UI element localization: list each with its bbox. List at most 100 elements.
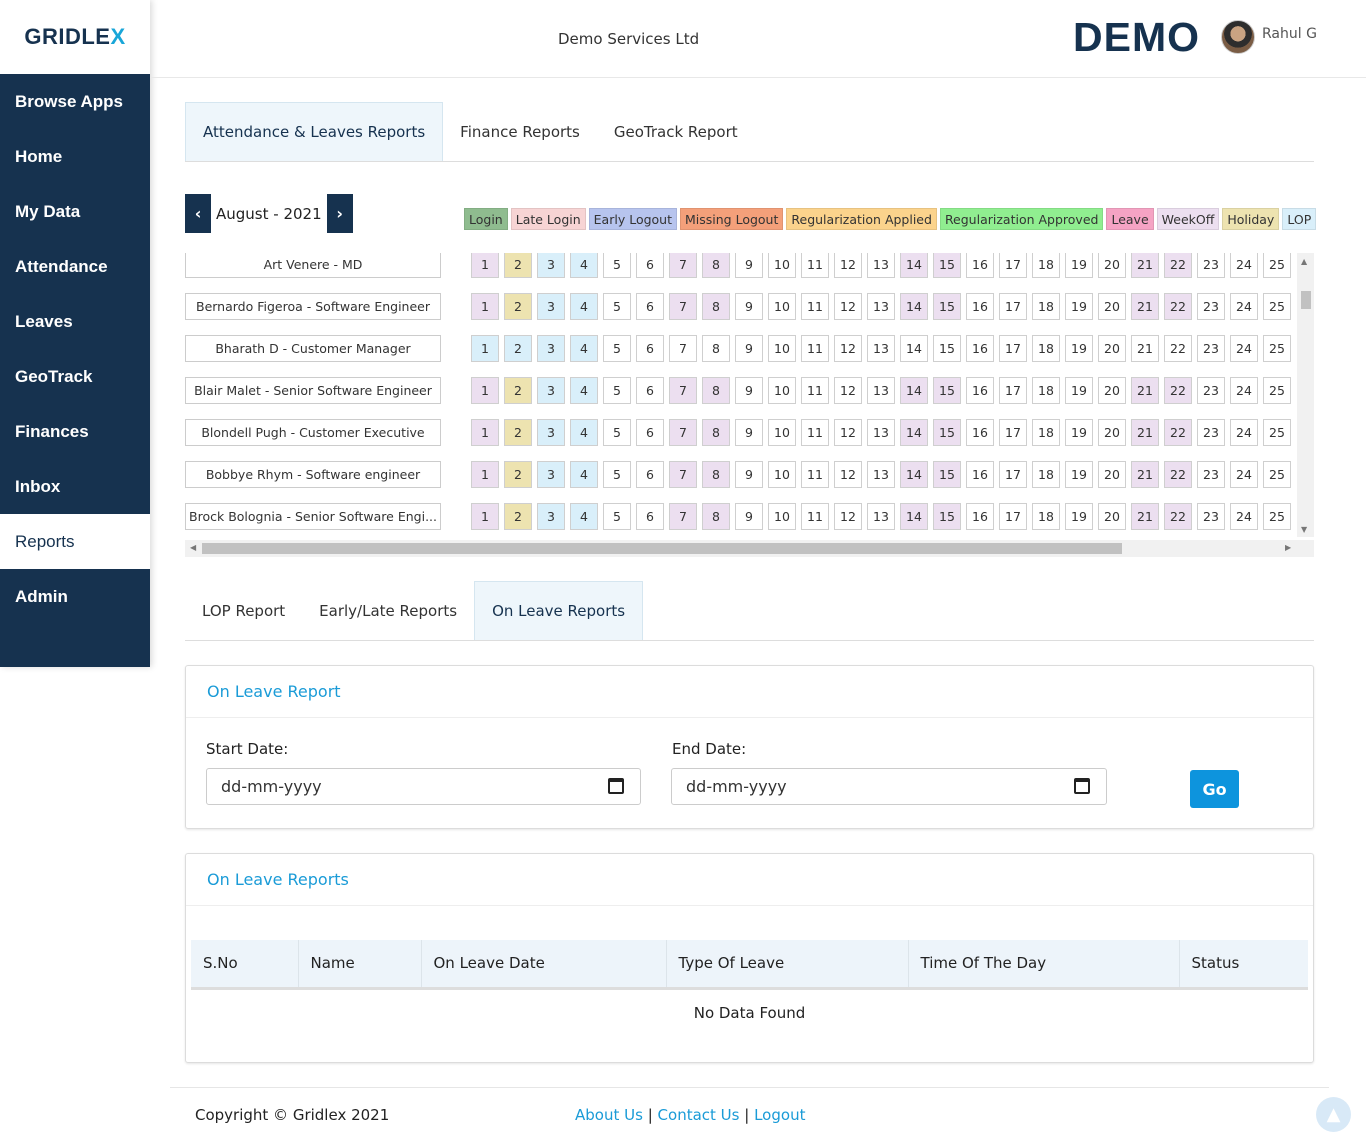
sidebar-item-leaves[interactable]: Leaves xyxy=(15,311,73,331)
day-cell[interactable]: 9 xyxy=(735,293,763,320)
prev-month-button[interactable]: ‹ xyxy=(185,194,211,233)
day-cell[interactable]: 13 xyxy=(867,335,895,362)
calendar-icon[interactable] xyxy=(608,778,624,794)
day-cell[interactable]: 20 xyxy=(1098,377,1126,404)
sidebar-item-geotrack[interactable]: GeoTrack xyxy=(15,366,93,386)
day-cell[interactable]: 20 xyxy=(1098,293,1126,320)
day-cell[interactable]: 10 xyxy=(768,335,796,362)
tab-early-late-reports[interactable]: Early/Late Reports xyxy=(319,601,458,620)
day-cell[interactable]: 16 xyxy=(966,335,994,362)
day-cell[interactable]: 13 xyxy=(867,503,895,530)
day-cell[interactable]: 15 xyxy=(933,293,961,320)
day-cell[interactable]: 21 xyxy=(1131,253,1159,278)
day-cell[interactable]: 12 xyxy=(834,503,862,530)
day-cell[interactable]: 21 xyxy=(1131,419,1159,446)
day-cell[interactable]: 5 xyxy=(603,461,631,488)
day-cell[interactable]: 19 xyxy=(1065,293,1093,320)
day-cell[interactable]: 23 xyxy=(1197,253,1225,278)
day-cell[interactable]: 12 xyxy=(834,293,862,320)
sidebar-item-reports[interactable]: Reports xyxy=(0,514,150,569)
day-cell[interactable]: 13 xyxy=(867,293,895,320)
tab-finance-reports[interactable]: Finance Reports xyxy=(460,122,580,141)
day-cell[interactable]: 24 xyxy=(1230,377,1258,404)
tab-lop-report[interactable]: LOP Report xyxy=(202,601,286,620)
day-cell[interactable]: 5 xyxy=(603,253,631,278)
day-cell[interactable]: 15 xyxy=(933,461,961,488)
day-cell[interactable]: 20 xyxy=(1098,253,1126,278)
day-cell[interactable]: 6 xyxy=(636,253,664,278)
day-cell[interactable]: 3 xyxy=(537,377,565,404)
day-cell[interactable]: 7 xyxy=(669,461,697,488)
day-cell[interactable]: 16 xyxy=(966,503,994,530)
day-cell[interactable]: 24 xyxy=(1230,335,1258,362)
scroll-left-arrow-icon[interactable]: ◀ xyxy=(190,543,197,552)
day-cell[interactable]: 15 xyxy=(933,419,961,446)
day-cell[interactable]: 19 xyxy=(1065,503,1093,530)
day-cell[interactable]: 5 xyxy=(603,377,631,404)
day-cell[interactable]: 20 xyxy=(1098,419,1126,446)
day-cell[interactable]: 24 xyxy=(1230,461,1258,488)
day-cell[interactable]: 8 xyxy=(702,461,730,488)
day-cell[interactable]: 1 xyxy=(471,253,499,278)
day-cell[interactable]: 2 xyxy=(504,293,532,320)
day-cell[interactable]: 18 xyxy=(1032,335,1060,362)
sidebar-item-my-data[interactable]: My Data xyxy=(15,201,81,221)
day-cell[interactable]: 8 xyxy=(702,377,730,404)
day-cell[interactable]: 6 xyxy=(636,377,664,404)
sidebar-item-browse-apps[interactable]: Browse Apps xyxy=(15,91,124,111)
horizontal-scrollbar[interactable]: ◀ ▶ xyxy=(185,540,1314,557)
day-cell[interactable]: 3 xyxy=(537,253,565,278)
employee-name[interactable]: Blair Malet - Senior Software Engineer xyxy=(185,377,441,404)
day-cell[interactable]: 12 xyxy=(834,461,862,488)
scroll-right-arrow-icon[interactable]: ▶ xyxy=(1285,543,1292,552)
sidebar-item-finances[interactable]: Finances xyxy=(15,421,89,441)
day-cell[interactable]: 14 xyxy=(900,503,928,530)
day-cell[interactable]: 3 xyxy=(537,335,565,362)
day-cell[interactable]: 8 xyxy=(702,293,730,320)
day-cell[interactable]: 16 xyxy=(966,253,994,278)
day-cell[interactable]: 25 xyxy=(1263,419,1291,446)
vertical-scroll-thumb[interactable] xyxy=(1301,291,1311,309)
day-cell[interactable]: 15 xyxy=(933,503,961,530)
day-cell[interactable]: 4 xyxy=(570,293,598,320)
day-cell[interactable]: 1 xyxy=(471,461,499,488)
logo[interactable]: GRIDLEX xyxy=(0,0,150,74)
day-cell[interactable]: 24 xyxy=(1230,503,1258,530)
day-cell[interactable]: 2 xyxy=(504,461,532,488)
day-cell[interactable]: 21 xyxy=(1131,503,1159,530)
start-date-input[interactable]: dd-mm-yyyy xyxy=(206,768,641,805)
day-cell[interactable]: 8 xyxy=(702,335,730,362)
day-cell[interactable]: 17 xyxy=(999,293,1027,320)
day-cell[interactable]: 23 xyxy=(1197,461,1225,488)
day-cell[interactable]: 9 xyxy=(735,503,763,530)
logout-link[interactable]: Logout xyxy=(754,1106,806,1124)
day-cell[interactable]: 20 xyxy=(1098,503,1126,530)
day-cell[interactable]: 15 xyxy=(933,253,961,278)
day-cell[interactable]: 18 xyxy=(1032,419,1060,446)
day-cell[interactable]: 19 xyxy=(1065,461,1093,488)
day-cell[interactable]: 19 xyxy=(1065,253,1093,278)
contact-us-link[interactable]: Contact Us xyxy=(657,1106,740,1124)
day-cell[interactable]: 10 xyxy=(768,293,796,320)
day-cell[interactable]: 2 xyxy=(504,335,532,362)
day-cell[interactable]: 24 xyxy=(1230,293,1258,320)
day-cell[interactable]: 16 xyxy=(966,419,994,446)
day-cell[interactable]: 21 xyxy=(1131,293,1159,320)
day-cell[interactable]: 24 xyxy=(1230,419,1258,446)
sidebar-item-inbox[interactable]: Inbox xyxy=(15,476,61,496)
day-cell[interactable]: 1 xyxy=(471,293,499,320)
day-cell[interactable]: 12 xyxy=(834,377,862,404)
day-cell[interactable]: 8 xyxy=(702,419,730,446)
day-cell[interactable]: 16 xyxy=(966,377,994,404)
day-cell[interactable]: 10 xyxy=(768,253,796,278)
day-cell[interactable]: 14 xyxy=(900,335,928,362)
day-cell[interactable]: 22 xyxy=(1164,253,1192,278)
next-month-button[interactable]: › xyxy=(326,194,353,233)
day-cell[interactable]: 22 xyxy=(1164,461,1192,488)
day-cell[interactable]: 17 xyxy=(999,461,1027,488)
day-cell[interactable]: 5 xyxy=(603,335,631,362)
day-cell[interactable]: 2 xyxy=(504,377,532,404)
day-cell[interactable]: 17 xyxy=(999,253,1027,278)
user-avatar[interactable] xyxy=(1221,20,1255,54)
day-cell[interactable]: 11 xyxy=(801,335,829,362)
